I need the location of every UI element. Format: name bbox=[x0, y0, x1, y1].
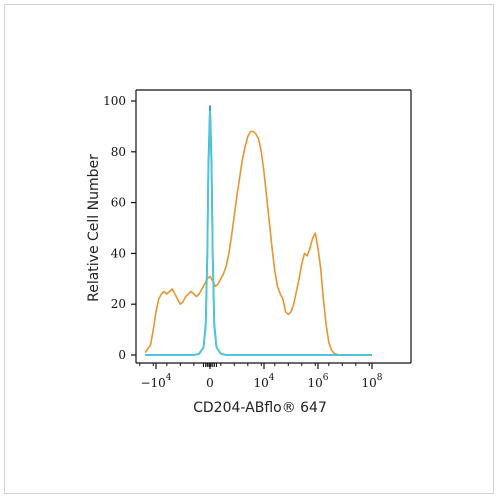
series-group bbox=[144, 105, 372, 356]
y-tick-label: 80 bbox=[111, 145, 126, 159]
x-tick-label: 106 bbox=[307, 373, 328, 390]
series-line-3 bbox=[145, 110, 372, 356]
figure-frame bbox=[4, 4, 494, 494]
x-tick-label: −104 bbox=[140, 373, 171, 390]
x-tick-label: 108 bbox=[361, 373, 382, 390]
y-tick-label: 20 bbox=[111, 297, 126, 311]
x-axis-label: CD204-ABflo® 647 bbox=[193, 400, 327, 416]
x-axis: −104 0 104 106 108 bbox=[139, 363, 383, 390]
y-tick-label: 60 bbox=[111, 196, 126, 210]
x-tick-label: 104 bbox=[253, 373, 274, 390]
series-line-1 bbox=[144, 130, 372, 356]
x-tick-label: 0 bbox=[206, 376, 214, 390]
series-line-2 bbox=[145, 105, 372, 356]
y-axis-label: Relative Cell Number bbox=[86, 154, 102, 302]
y-tick-label: 100 bbox=[103, 94, 126, 108]
plot-area bbox=[135, 89, 412, 364]
y-tick-label: 0 bbox=[118, 348, 126, 362]
y-axis: 0 20 40 60 80 100 bbox=[103, 94, 136, 362]
y-tick-label: 40 bbox=[111, 246, 126, 260]
